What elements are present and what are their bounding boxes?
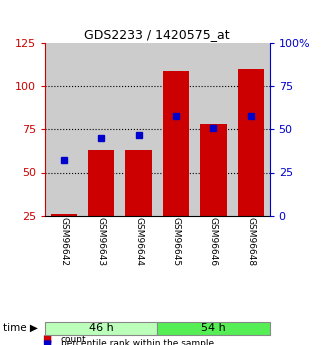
Text: time ▶: time ▶ — [3, 323, 38, 333]
Text: count: count — [61, 335, 87, 344]
Text: ■: ■ — [42, 339, 51, 345]
Text: GSM96642: GSM96642 — [59, 217, 68, 266]
Bar — [82, 43, 120, 216]
Text: percentile rank within the sample: percentile rank within the sample — [61, 339, 214, 345]
Bar — [88, 150, 114, 216]
Text: ■: ■ — [42, 335, 51, 344]
Bar — [51, 214, 77, 216]
Text: GSM96643: GSM96643 — [97, 217, 106, 266]
Bar — [238, 69, 264, 216]
Bar — [200, 124, 227, 216]
Text: GSM96645: GSM96645 — [171, 217, 180, 266]
Bar — [157, 43, 195, 216]
Title: GDS2233 / 1420575_at: GDS2233 / 1420575_at — [84, 28, 230, 41]
Text: GSM96648: GSM96648 — [247, 217, 256, 266]
Text: 46 h: 46 h — [89, 323, 114, 333]
Text: GSM96644: GSM96644 — [134, 217, 143, 266]
Bar — [232, 43, 270, 216]
Bar — [195, 43, 232, 216]
Text: GSM96646: GSM96646 — [209, 217, 218, 266]
Bar — [120, 43, 157, 216]
Bar — [163, 71, 189, 216]
Text: 54 h: 54 h — [201, 323, 226, 333]
Bar — [45, 43, 82, 216]
Bar — [126, 150, 152, 216]
